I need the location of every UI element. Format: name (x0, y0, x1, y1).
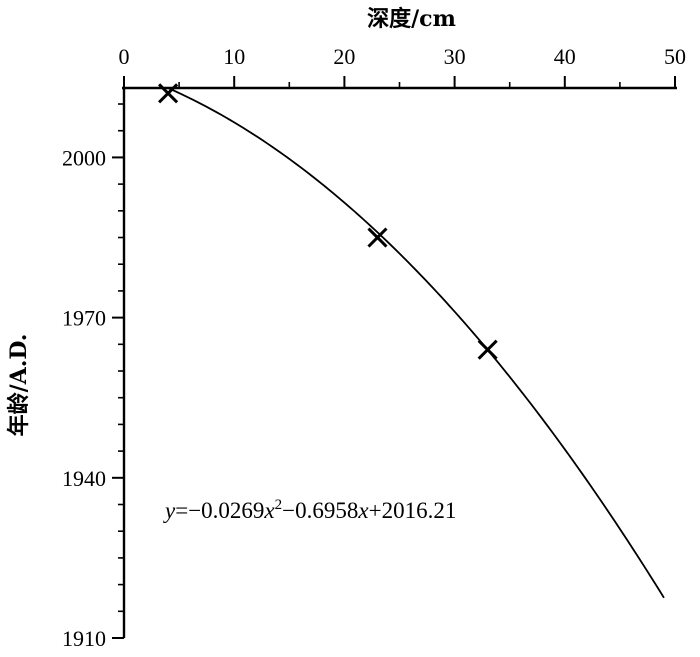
y-tick-label-3: 1910 (62, 626, 106, 651)
y-tick-label-2: 1940 (62, 466, 106, 491)
data-point-1 (367, 227, 388, 248)
equation-x-2: x (357, 498, 369, 523)
y-axis-title: 年龄/A.D. (6, 334, 32, 437)
x-ticks: 0 10 20 30 40 50 (119, 44, 686, 88)
axes (122, 86, 677, 638)
x-tick-label-2: 20 (333, 44, 355, 69)
equation-constant: +2016.21 (369, 498, 457, 523)
data-points (158, 83, 498, 360)
equation-x-1: x (263, 498, 275, 523)
equation-coef-a: =−0.0269 (175, 498, 264, 523)
x-tick-label-4: 40 (554, 44, 576, 69)
equation-y: y (163, 498, 176, 523)
x-tick-label-0: 0 (119, 44, 130, 69)
fit-curve (167, 87, 665, 599)
fit-equation: y=−0.0269x2−0.6958x+2016.21 (163, 497, 456, 523)
data-point-0 (158, 83, 179, 104)
x-tick-label-3: 30 (444, 44, 466, 69)
equation-coef-b: −0.6958 (282, 498, 358, 523)
x-tick-label-1: 10 (223, 44, 245, 69)
x-axis-title: 深度/cm (367, 6, 456, 32)
y-tick-label-1: 1970 (62, 306, 106, 331)
y-tick-label-0: 2000 (62, 145, 106, 170)
equation-exponent: 2 (275, 497, 283, 513)
x-tick-label-5: 50 (664, 44, 686, 69)
y-ticks: 2000 1970 1940 1910 (62, 103, 124, 651)
data-point-2 (477, 339, 498, 360)
